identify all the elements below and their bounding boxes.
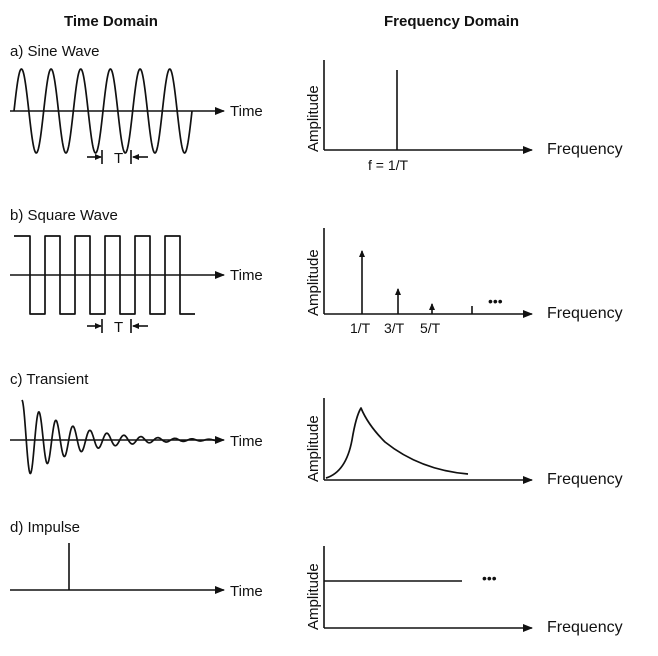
period-marker: T xyxy=(87,319,148,336)
section-impulse: d) Impulse Time Amplitude Frequency ••• xyxy=(10,519,623,636)
spectrum-curve xyxy=(325,407,469,479)
section-title: a) Sine Wave xyxy=(10,43,99,60)
section-title: d) Impulse xyxy=(10,519,80,536)
damped-waveform xyxy=(21,399,217,475)
amplitude-label: Amplitude xyxy=(305,249,322,316)
frequency-label: Frequency xyxy=(547,141,623,158)
sine-waveform xyxy=(13,68,193,154)
time-domain-header: Time Domain xyxy=(64,13,158,30)
harmonic-label-3: 3/T xyxy=(384,320,405,336)
peak-label: f = 1/T xyxy=(368,157,409,173)
square-waveform xyxy=(14,235,195,315)
amplitude-label: Amplitude xyxy=(305,415,322,482)
time-label: Time xyxy=(230,583,263,600)
ellipsis: ••• xyxy=(482,570,497,586)
frequency-domain-header: Frequency Domain xyxy=(384,13,519,30)
period-label: T xyxy=(114,319,123,336)
section-title: b) Square Wave xyxy=(10,207,118,224)
section-title: c) Transient xyxy=(10,371,89,388)
amplitude-label: Amplitude xyxy=(305,85,322,152)
ellipsis: ••• xyxy=(488,293,503,309)
period-label: T xyxy=(114,150,123,167)
frequency-label: Frequency xyxy=(547,471,623,488)
frequency-label: Frequency xyxy=(547,619,623,636)
section-square-wave: b) Square Wave Time T Amplitude Frequenc… xyxy=(10,207,623,336)
section-sine-wave: a) Sine Wave Time T Amplitude Frequency … xyxy=(10,43,623,173)
amplitude-label: Amplitude xyxy=(305,563,322,630)
harmonic-label-1: 1/T xyxy=(350,320,371,336)
harmonic-label-5: 5/T xyxy=(420,320,441,336)
time-label: Time xyxy=(230,103,263,120)
period-marker: T xyxy=(87,150,148,167)
time-label: Time xyxy=(230,267,263,284)
time-label: Time xyxy=(230,433,263,450)
section-transient: c) Transient Time Amplitude Frequency xyxy=(10,371,623,488)
frequency-label: Frequency xyxy=(547,305,623,322)
